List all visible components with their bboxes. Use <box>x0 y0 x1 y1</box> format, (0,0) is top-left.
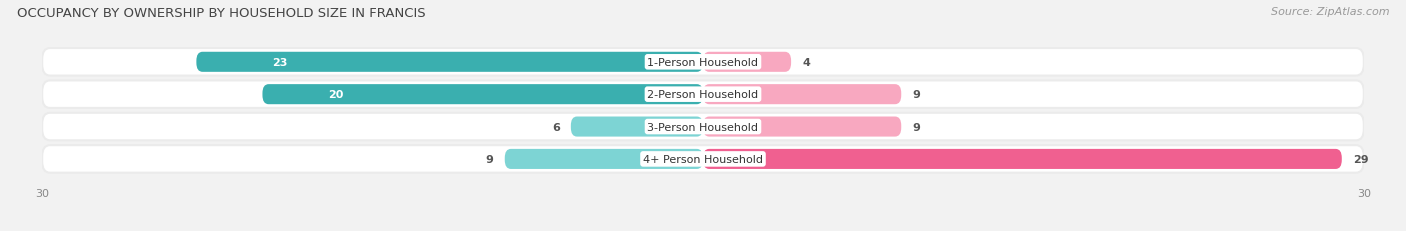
Text: 3-Person Household: 3-Person Household <box>648 122 758 132</box>
Text: 1-Person Household: 1-Person Household <box>648 58 758 67</box>
FancyBboxPatch shape <box>42 146 1364 173</box>
FancyBboxPatch shape <box>197 52 703 73</box>
Text: 6: 6 <box>553 122 560 132</box>
Text: OCCUPANCY BY OWNERSHIP BY HOUSEHOLD SIZE IN FRANCIS: OCCUPANCY BY OWNERSHIP BY HOUSEHOLD SIZE… <box>17 7 426 20</box>
Text: 2-Person Household: 2-Person Household <box>647 90 759 100</box>
Text: 4: 4 <box>801 58 810 67</box>
Text: 4+ Person Household: 4+ Person Household <box>643 154 763 164</box>
FancyBboxPatch shape <box>505 149 703 169</box>
Text: 23: 23 <box>273 58 288 67</box>
FancyBboxPatch shape <box>42 81 1364 109</box>
Text: 9: 9 <box>486 154 494 164</box>
FancyBboxPatch shape <box>42 49 1364 76</box>
FancyBboxPatch shape <box>703 52 792 73</box>
FancyBboxPatch shape <box>571 117 703 137</box>
Text: 9: 9 <box>912 122 920 132</box>
FancyBboxPatch shape <box>42 113 1364 141</box>
FancyBboxPatch shape <box>263 85 703 105</box>
Text: 20: 20 <box>329 90 344 100</box>
FancyBboxPatch shape <box>703 117 901 137</box>
FancyBboxPatch shape <box>703 149 1341 169</box>
FancyBboxPatch shape <box>703 85 901 105</box>
Text: 9: 9 <box>912 90 920 100</box>
Text: Source: ZipAtlas.com: Source: ZipAtlas.com <box>1271 7 1389 17</box>
Text: 29: 29 <box>1353 154 1368 164</box>
